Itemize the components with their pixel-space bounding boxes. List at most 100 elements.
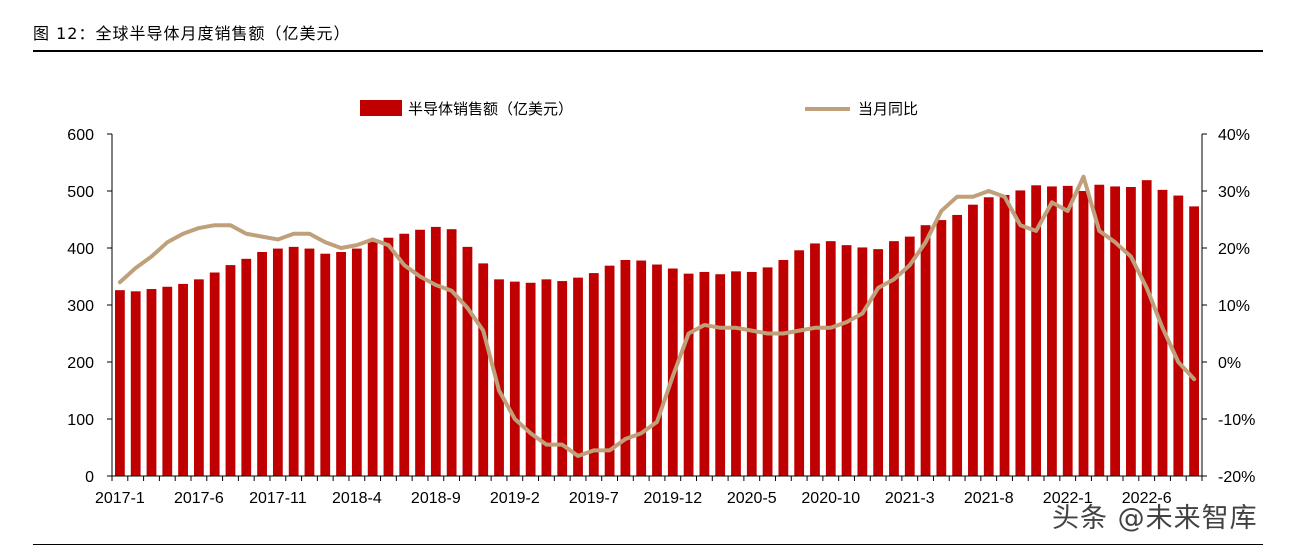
bar-2019-9 bbox=[620, 259, 631, 476]
x-axis-tick-label: 2022-1 bbox=[1043, 490, 1093, 507]
x-axis-tick-label: 2019-7 bbox=[569, 490, 619, 507]
x-axis: 2017-1 2017-6 2017-11 2018-4 2018-9 2019-2 201… bbox=[95, 475, 1203, 507]
left-axis-tick-label: 500 bbox=[67, 184, 94, 201]
bar-2019-6 bbox=[573, 277, 583, 476]
bar-2018-6 bbox=[383, 237, 394, 476]
bar-2022-6 bbox=[1141, 180, 1152, 477]
bar-2020-3 bbox=[715, 274, 726, 476]
bar-2017-6 bbox=[193, 279, 204, 476]
bar-2022-9 bbox=[1189, 206, 1199, 476]
bar-2018-11 bbox=[462, 246, 473, 476]
left-axis-tick-label: 0 bbox=[85, 469, 94, 486]
bar-2022-4 bbox=[1110, 186, 1121, 476]
right-axis-tick-label: 30% bbox=[1218, 184, 1250, 201]
left-axis: 0 100 200 300 400 500 600 bbox=[67, 127, 113, 486]
right-axis-tick-label: 40% bbox=[1218, 127, 1250, 144]
bar-2017-11 bbox=[272, 248, 283, 476]
x-axis-tick-label: 2020-10 bbox=[801, 490, 860, 507]
bar-2019-2 bbox=[509, 281, 520, 476]
bar-2018-2 bbox=[320, 253, 331, 476]
bar-2021-4 bbox=[920, 225, 931, 476]
x-axis-tick-label: 2021-8 bbox=[964, 490, 1014, 507]
bar-2019-5 bbox=[557, 281, 568, 476]
bar-2021-7 bbox=[968, 204, 978, 476]
bar-2020-9 bbox=[810, 243, 820, 476]
source-watermark: 头条 @未来智库 bbox=[1052, 503, 1258, 534]
x-axis-tick-label: 2019-12 bbox=[643, 490, 702, 507]
bar-2022-5 bbox=[1126, 187, 1136, 476]
bar-2020-4 bbox=[731, 271, 741, 476]
left-axis-tick-label: 200 bbox=[67, 355, 94, 372]
legend: 半导体销售额（亿美元） 当月同比 bbox=[360, 100, 918, 118]
right-axis-tick-label: 10% bbox=[1218, 298, 1250, 315]
bar-2019-1 bbox=[494, 279, 504, 476]
bar-2020-12 bbox=[857, 247, 868, 476]
left-axis-tick-label: 400 bbox=[67, 241, 94, 258]
bar-2017-4 bbox=[162, 286, 173, 476]
bar-2017-7 bbox=[209, 272, 220, 476]
x-axis-tick-label: 2019-2 bbox=[490, 490, 540, 507]
bar-2017-9 bbox=[241, 258, 252, 476]
legend-bar-label: 半导体销售额（亿美元） bbox=[408, 100, 573, 118]
bar-2017-5 bbox=[178, 283, 188, 476]
x-axis-tick-label: 2017-6 bbox=[174, 490, 224, 507]
bar-2021-6 bbox=[952, 214, 963, 476]
bar-2019-8 bbox=[604, 265, 615, 476]
bar-2019-3 bbox=[525, 282, 536, 476]
bar-2018-4 bbox=[351, 248, 362, 476]
bar-2022-1 bbox=[1062, 185, 1073, 476]
bar-2017-12 bbox=[288, 246, 299, 476]
x-axis-tick-label: 2018-9 bbox=[411, 490, 461, 507]
bar-2017-2 bbox=[130, 291, 141, 476]
x-axis-tick-label: 2020-5 bbox=[727, 490, 777, 507]
bar-2018-9 bbox=[430, 226, 441, 476]
right-axis: -20% -10% 0% 10% 20% 30% 40% bbox=[1201, 127, 1255, 486]
bar-2017-1 bbox=[115, 290, 125, 476]
bar-2020-5 bbox=[746, 271, 757, 476]
right-axis-tick-label: -10% bbox=[1218, 412, 1255, 429]
bar-2017-8 bbox=[225, 265, 236, 476]
bar-2018-3 bbox=[336, 251, 346, 476]
bar-series bbox=[115, 180, 1199, 477]
bar-2022-2 bbox=[1078, 191, 1089, 476]
bar-2019-11 bbox=[652, 264, 662, 476]
bar-2020-11 bbox=[841, 245, 852, 476]
bar-2020-8 bbox=[794, 250, 805, 476]
bar-2020-10 bbox=[825, 241, 836, 476]
bar-2021-1 bbox=[873, 249, 884, 476]
bar-2022-7 bbox=[1157, 189, 1168, 477]
bar-2021-12 bbox=[1047, 186, 1057, 476]
title-rule bbox=[33, 50, 1263, 52]
bar-2018-1 bbox=[304, 248, 315, 476]
x-axis-tick-label: 2017-11 bbox=[249, 490, 307, 507]
x-axis-tick-label: 2021-3 bbox=[885, 490, 935, 507]
legend-line-label: 当月同比 bbox=[858, 100, 918, 118]
bar-2020-7 bbox=[778, 259, 789, 476]
x-axis-tick-label: 2022-6 bbox=[1122, 490, 1172, 507]
bar-2020-2 bbox=[699, 271, 710, 476]
bar-2022-8 bbox=[1173, 195, 1184, 476]
right-axis-tick-label: 0% bbox=[1218, 355, 1241, 372]
legend-bar-swatch bbox=[360, 100, 402, 116]
left-axis-tick-label: 100 bbox=[67, 412, 94, 429]
bar-2021-5 bbox=[936, 220, 947, 476]
x-axis-tick-label: 2018-4 bbox=[332, 490, 382, 507]
right-axis-tick-label: -20% bbox=[1218, 469, 1255, 486]
figure-title: 图 12：全球半导体月度销售额（亿美元） bbox=[33, 24, 351, 43]
bottom-rule bbox=[33, 544, 1263, 545]
bar-2021-2 bbox=[889, 241, 899, 476]
bar-2021-9 bbox=[999, 194, 1010, 477]
bar-2017-3 bbox=[146, 289, 157, 476]
right-axis-tick-label: 20% bbox=[1218, 241, 1250, 258]
bar-2018-5 bbox=[367, 241, 378, 476]
bar-2019-4 bbox=[541, 279, 552, 476]
left-axis-tick-label: 600 bbox=[67, 127, 94, 144]
bar-2018-10 bbox=[446, 229, 457, 476]
bar-2021-10 bbox=[1015, 190, 1026, 476]
bar-2018-7 bbox=[399, 233, 410, 476]
bar-2020-1 bbox=[683, 273, 694, 476]
bar-2017-10 bbox=[257, 251, 267, 476]
bar-2019-7 bbox=[588, 273, 599, 476]
bar-2019-10 bbox=[636, 260, 647, 476]
